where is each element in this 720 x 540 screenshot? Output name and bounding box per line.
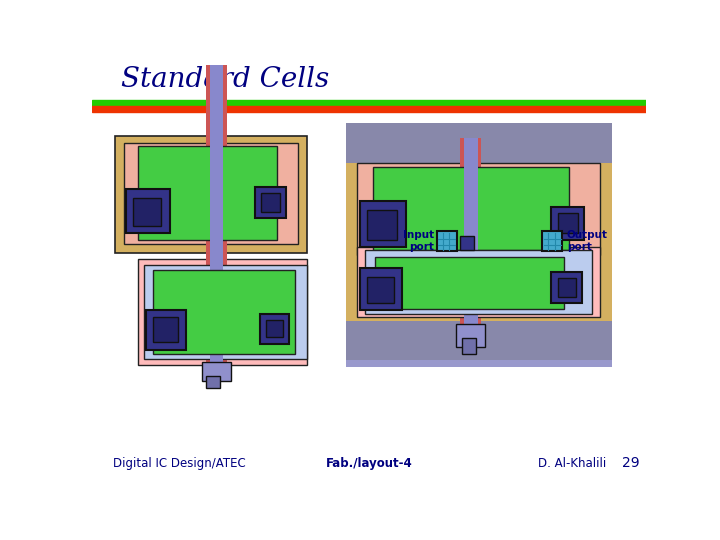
Bar [206,376,220,388]
Bar [462,338,476,354]
Bar [360,201,406,247]
Text: Standard Cells: Standard Cells [121,66,329,93]
Bar [260,314,289,343]
Bar [126,189,171,233]
Bar [542,231,562,251]
Bar [92,100,647,106]
Bar [210,9,223,365]
Bar [346,163,611,321]
Bar [133,198,161,226]
Bar [367,210,397,240]
Text: Fab./layout-4: Fab./layout-4 [325,457,413,470]
Bar [360,268,402,310]
Bar [144,265,307,359]
Bar [153,269,295,354]
Bar [261,193,279,212]
Bar [346,123,611,163]
Bar [558,213,577,233]
Bar [115,137,307,253]
Bar [460,236,474,249]
Bar [138,146,276,240]
Bar [153,318,178,342]
Bar [202,362,231,381]
Bar [460,138,482,346]
Bar [456,325,485,347]
Bar [145,309,186,350]
Bar [92,106,647,112]
Bar [373,167,570,251]
Bar [552,207,584,240]
Bar [558,278,576,296]
Text: Digital IC Design/ATEC: Digital IC Design/ATEC [113,457,246,470]
Bar [255,187,286,218]
Bar [266,320,283,338]
Bar [357,247,600,316]
Bar [138,259,307,365]
Bar [375,256,564,309]
Text: 29: 29 [622,456,639,470]
Bar [367,276,394,303]
Bar [437,231,456,251]
Bar [346,321,611,361]
Bar [206,9,228,365]
Text: Output
port: Output port [567,231,608,252]
Bar [124,143,298,244]
Bar [357,163,600,255]
Text: Input
port: Input port [402,231,433,252]
Bar [365,251,593,314]
Bar [552,272,582,303]
Bar [346,360,611,367]
Bar [464,138,477,346]
Text: D. Al-Khalili: D. Al-Khalili [539,457,607,470]
